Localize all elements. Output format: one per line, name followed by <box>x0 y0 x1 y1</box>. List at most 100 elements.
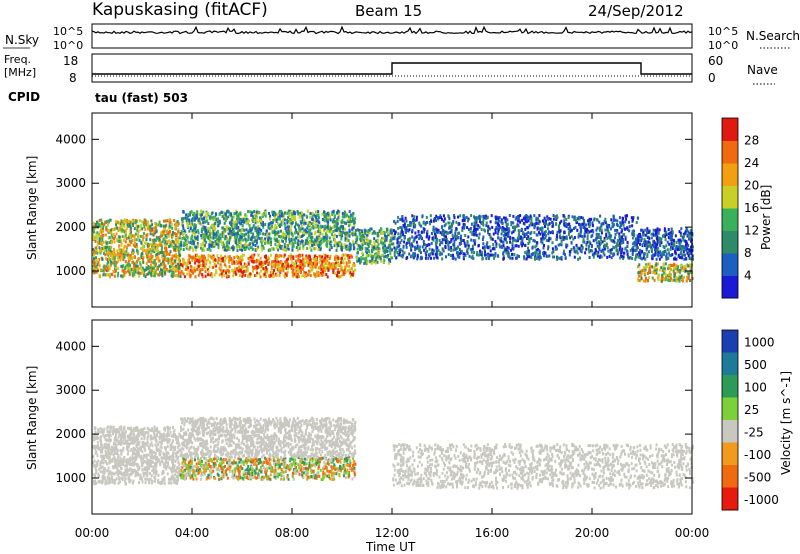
echo-cell <box>94 258 97 262</box>
echo-cell <box>451 256 454 260</box>
echo-cell <box>394 249 397 253</box>
echo-cell <box>514 228 517 232</box>
echo-cell <box>642 279 645 283</box>
echo-cell <box>124 260 127 264</box>
echo-cell <box>177 258 180 262</box>
echo-cell <box>243 253 245 257</box>
echo-cell <box>187 213 190 217</box>
echo-cell <box>132 252 134 256</box>
echo-cell <box>349 216 352 220</box>
echo-cell <box>344 221 347 225</box>
echo-cell <box>365 236 368 240</box>
echo-cell <box>210 272 213 275</box>
echo-cell <box>132 270 135 274</box>
echo-cell <box>92 252 94 256</box>
echo-cell <box>578 222 581 226</box>
echo-cell <box>283 266 286 270</box>
echo-cell <box>448 240 451 244</box>
echo-cell <box>107 253 110 257</box>
echo-cell <box>436 256 439 260</box>
echo-cell <box>394 221 397 225</box>
echo-cell <box>101 236 104 240</box>
echo-cell <box>606 226 609 230</box>
echo-cell <box>178 244 181 248</box>
echo-cell <box>158 259 161 263</box>
echo-cell <box>616 242 618 246</box>
echo-cell <box>464 244 467 248</box>
echo-cell <box>255 267 258 271</box>
echo-cell <box>463 218 466 222</box>
echo-cell <box>333 219 336 223</box>
echo-cell <box>297 267 299 271</box>
echo-cell <box>441 229 444 232</box>
echo-cell <box>109 228 112 232</box>
echo-cell <box>291 213 294 217</box>
echo-cell <box>345 239 348 243</box>
echo-cell <box>556 257 559 261</box>
echo-cell <box>610 218 613 222</box>
echo-cell <box>663 267 666 271</box>
echo-cell <box>352 270 355 274</box>
echo-cell <box>347 215 350 219</box>
echo-cell <box>304 256 307 260</box>
echo-cell <box>269 217 271 221</box>
echo-cell <box>195 230 198 234</box>
echo-cell <box>353 221 356 225</box>
echo-cell <box>221 241 223 245</box>
echo-cell <box>150 247 153 251</box>
echo-cell <box>658 273 661 277</box>
echo-cell <box>101 258 104 261</box>
echo-cell <box>179 247 182 251</box>
echo-cell <box>160 244 163 247</box>
echo-cell <box>211 256 214 260</box>
echo-cell <box>237 214 240 218</box>
echo-cell <box>340 244 343 248</box>
echo-cell <box>474 239 477 243</box>
echo-cell <box>410 242 413 246</box>
echo-cell <box>244 218 247 221</box>
echo-cell <box>577 257 580 261</box>
echo-cell <box>277 215 280 219</box>
echo-cell <box>639 271 642 274</box>
echo-cell <box>632 217 634 221</box>
echo-cell <box>426 244 429 247</box>
echo-cell <box>463 241 466 245</box>
echo-cell <box>526 216 529 220</box>
echo-cell <box>321 237 324 241</box>
echo-cell <box>491 237 494 241</box>
echo-cell <box>110 245 113 249</box>
echo-cell <box>128 270 131 274</box>
echo-cell <box>256 212 259 216</box>
echo-cell <box>638 263 641 267</box>
echo-cell <box>369 227 372 231</box>
echo-cell <box>291 215 293 219</box>
echo-cell <box>546 216 549 220</box>
echo-cell <box>301 239 304 243</box>
echo-cell <box>141 227 144 231</box>
echo-cell <box>203 235 206 239</box>
echo-cell <box>441 238 444 242</box>
echo-cell <box>541 219 544 223</box>
echo-cell <box>113 250 116 254</box>
echo-cell <box>443 230 446 234</box>
echo-cell <box>328 211 331 215</box>
echo-cell <box>507 233 510 237</box>
echo-cell <box>562 252 565 256</box>
echo-cell <box>311 226 314 230</box>
echo-cell <box>178 236 181 240</box>
echo-cell <box>458 231 461 235</box>
echo-cell <box>239 232 242 236</box>
echo-cell <box>447 253 450 257</box>
echo-cell <box>205 262 208 266</box>
echo-cell <box>283 236 286 240</box>
echo-cell <box>631 224 634 228</box>
echo-cell <box>189 275 192 279</box>
echo-cell <box>609 248 612 252</box>
echo-cell <box>577 217 579 221</box>
echo-cell <box>666 274 669 278</box>
echo-cell <box>326 259 329 263</box>
echo-cell <box>518 215 521 219</box>
echo-cell <box>621 220 624 223</box>
echo-cell <box>241 255 244 259</box>
echo-cell <box>449 230 452 234</box>
